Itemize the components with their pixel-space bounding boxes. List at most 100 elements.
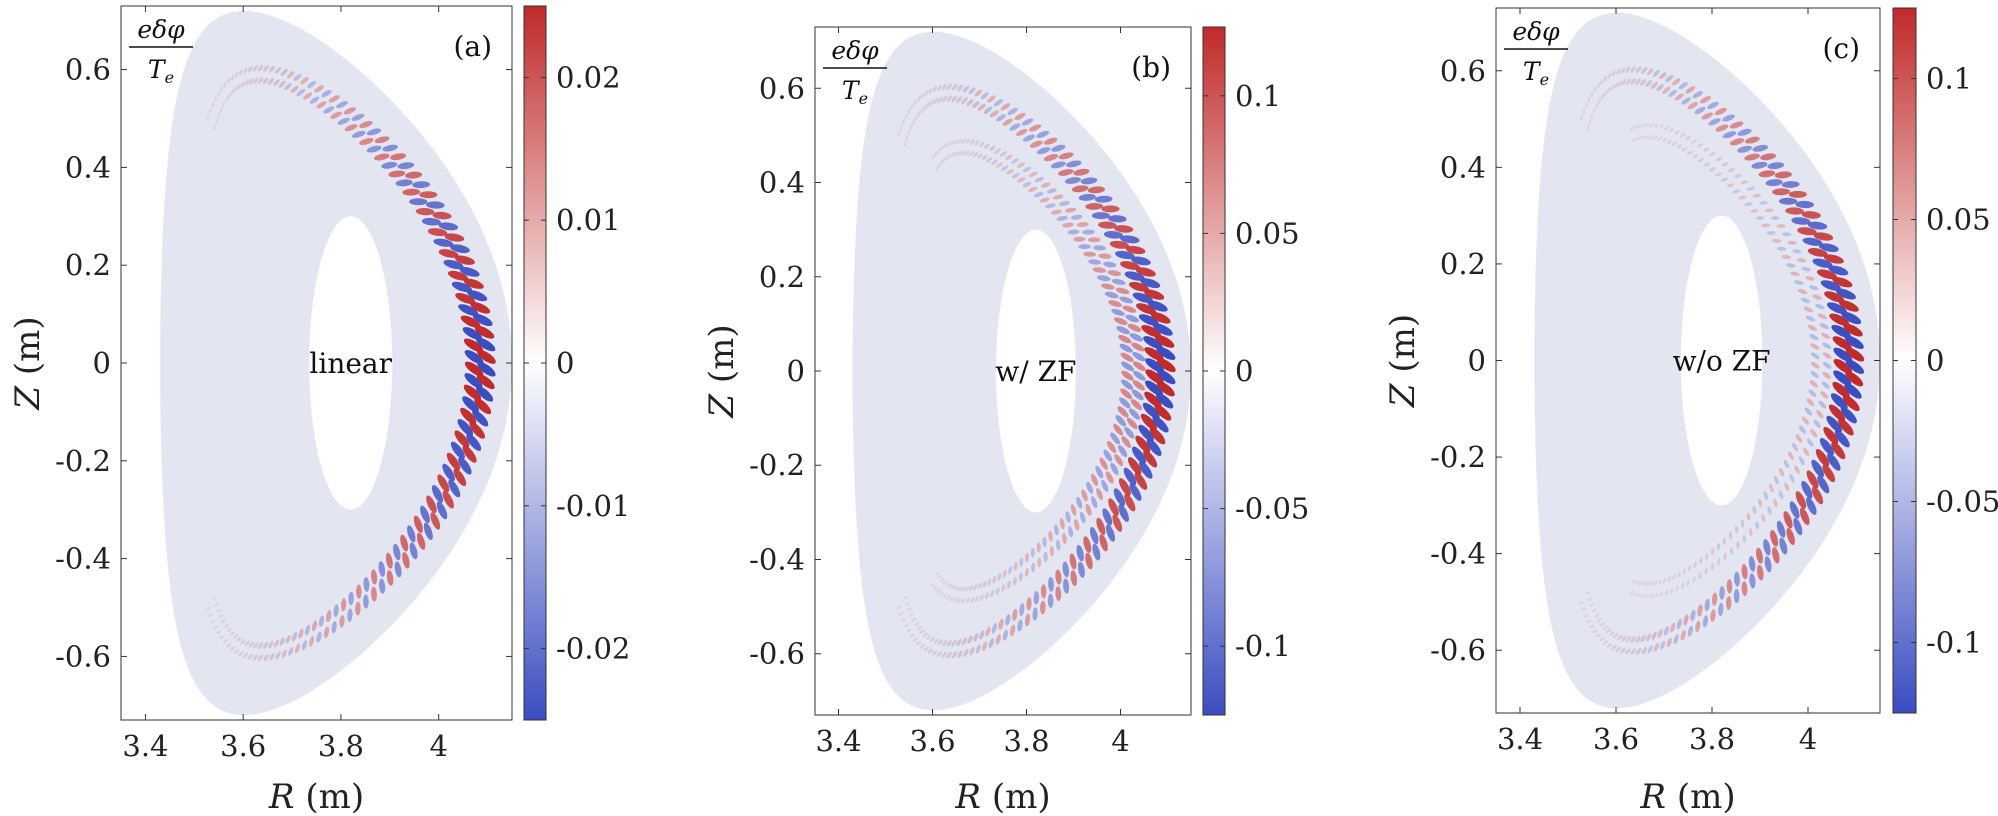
mode-eddy xyxy=(1630,648,1636,655)
mode-eddy xyxy=(209,108,212,114)
mode-eddy xyxy=(1050,161,1066,169)
mode-eddy xyxy=(1670,622,1676,633)
mode-eddy xyxy=(1635,635,1641,643)
mode-eddy xyxy=(444,233,465,242)
mode-eddy xyxy=(432,211,452,220)
mode-eddy xyxy=(968,87,976,95)
mode-eddy xyxy=(1050,209,1062,215)
mode-eddy xyxy=(1681,147,1688,152)
mode-eddy xyxy=(961,586,966,592)
mode-eddy xyxy=(1816,269,1837,280)
mode-eddy xyxy=(1810,343,1820,350)
mode-eddy xyxy=(939,591,944,596)
mode-eddy xyxy=(1002,569,1007,578)
mode-eddy xyxy=(991,159,998,166)
mode-eddy xyxy=(1145,369,1164,385)
mode-eddy xyxy=(953,597,958,603)
mode-eddy xyxy=(226,627,232,632)
mode-eddy xyxy=(904,602,910,606)
mode-eddy xyxy=(1781,181,1800,188)
mode-eddy xyxy=(1062,222,1074,228)
mode-eddy xyxy=(1091,212,1111,220)
mode-eddy xyxy=(1831,441,1846,460)
mode-eddy xyxy=(234,71,239,78)
colorbar-tick-label: 0 xyxy=(1235,354,1253,388)
mode-eddy xyxy=(931,154,935,160)
mode-eddy xyxy=(1820,280,1841,291)
mode-eddy xyxy=(991,622,997,634)
mode-eddy xyxy=(280,68,288,76)
mode-eddy xyxy=(957,84,964,92)
y-tick-label: 0.4 xyxy=(65,150,111,184)
mode-eddy xyxy=(987,578,992,586)
mode-eddy xyxy=(257,64,264,72)
mode-eddy xyxy=(1818,400,1827,409)
mode-eddy xyxy=(1141,325,1162,338)
mode-eddy xyxy=(1070,504,1077,516)
mode-eddy xyxy=(947,583,953,589)
mode-eddy xyxy=(1819,323,1829,330)
mode-eddy xyxy=(954,585,959,591)
mode-eddy xyxy=(942,157,946,163)
mode-eddy xyxy=(1122,305,1137,313)
mode-eddy xyxy=(1006,169,1014,175)
mode-eddy xyxy=(1149,427,1166,445)
mode-eddy xyxy=(935,571,940,576)
mode-eddy xyxy=(460,315,481,328)
mode-eddy xyxy=(1664,126,1669,131)
mode-eddy xyxy=(902,119,905,125)
mode-eddy xyxy=(222,102,225,108)
mode-eddy xyxy=(957,138,962,145)
mode-eddy xyxy=(911,618,917,622)
mode-eddy xyxy=(998,618,1004,630)
mode-eddy xyxy=(954,151,959,157)
mode-eddy xyxy=(242,652,249,659)
mode-eddy xyxy=(994,148,1001,154)
mode-eddy xyxy=(1092,267,1106,273)
mode-eddy xyxy=(1666,139,1672,145)
mode-eddy xyxy=(1637,123,1641,129)
mode-eddy xyxy=(307,80,317,89)
mode-eddy xyxy=(997,573,1002,581)
quantity-numerator: eδφ xyxy=(831,36,879,65)
mode-eddy xyxy=(1701,112,1713,120)
mode-eddy xyxy=(929,636,935,643)
mode-eddy xyxy=(912,637,918,642)
mode-eddy xyxy=(1121,436,1132,448)
mode-eddy xyxy=(1115,250,1135,260)
mode-eddy xyxy=(1145,358,1165,373)
mode-eddy xyxy=(1586,125,1590,131)
mode-eddy xyxy=(323,626,330,639)
mode-eddy xyxy=(1799,507,1810,526)
mode-eddy xyxy=(1817,475,1830,494)
mode-eddy xyxy=(224,97,228,103)
mode-eddy xyxy=(1779,467,1785,477)
mode-eddy xyxy=(1001,584,1006,592)
mode-eddy xyxy=(1022,166,1032,173)
mode-eddy xyxy=(905,135,909,141)
mode-eddy xyxy=(300,77,309,85)
mode-eddy xyxy=(267,77,274,85)
mode-eddy xyxy=(1787,451,1794,460)
mode-eddy xyxy=(248,641,254,648)
mode-eddy xyxy=(1792,442,1799,452)
mode-eddy xyxy=(1795,434,1803,443)
mode-eddy xyxy=(1043,551,1048,562)
mode-eddy xyxy=(961,637,968,646)
mode-eddy xyxy=(1092,543,1101,561)
mode-eddy xyxy=(1733,588,1740,604)
mode-eddy xyxy=(1012,576,1017,586)
mode-eddy xyxy=(402,552,410,569)
mode-eddy xyxy=(977,103,986,111)
mode-eddy xyxy=(355,601,361,616)
mode-eddy xyxy=(996,162,1003,168)
mode-eddy xyxy=(374,153,390,161)
mode-eddy xyxy=(1156,346,1176,360)
mode-eddy xyxy=(388,170,406,178)
mode-eddy xyxy=(1809,380,1818,388)
mode-eddy xyxy=(1695,620,1701,633)
mode-eddy xyxy=(988,638,994,648)
mode-eddy xyxy=(1844,383,1862,399)
mode-eddy xyxy=(219,107,223,113)
mode-eddy xyxy=(984,143,990,149)
